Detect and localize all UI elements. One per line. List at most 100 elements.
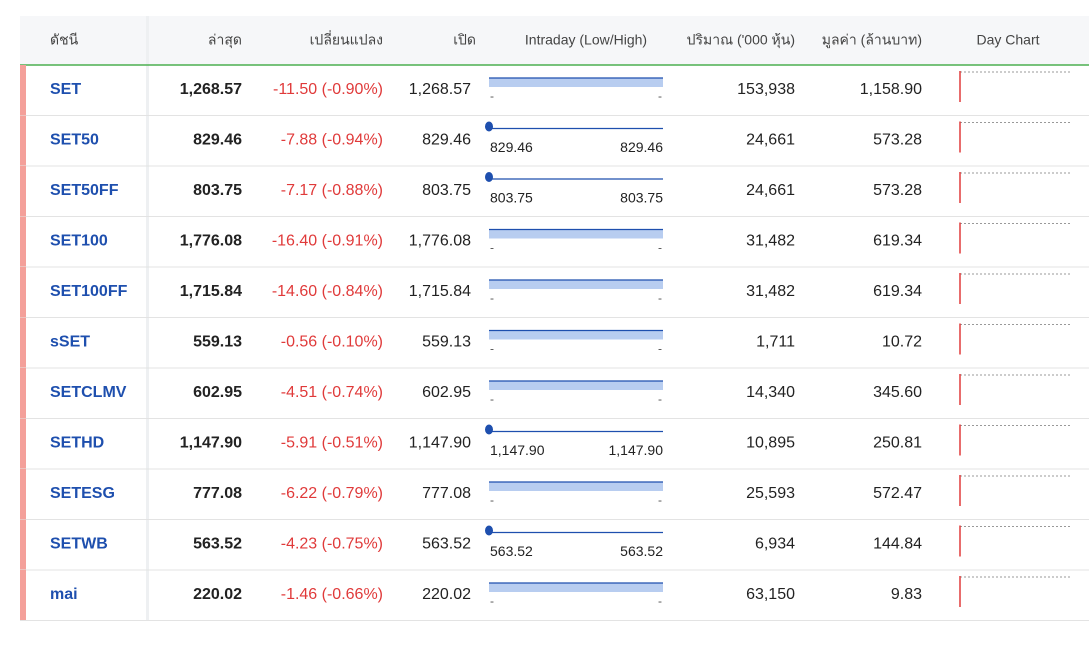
last-price: 220.02: [193, 586, 242, 603]
intraday-high: 563.52: [620, 543, 663, 559]
intraday-low: 803.75: [490, 190, 533, 206]
change: -11.50 (-0.90%): [273, 81, 383, 98]
index-name: SET50: [50, 132, 99, 149]
change: -7.88 (-0.94%): [281, 132, 383, 149]
value: 144.84: [873, 536, 922, 553]
intraday-bar: [489, 482, 663, 491]
intraday-low: -: [490, 291, 494, 305]
change: -5.91 (-0.51%): [281, 435, 383, 452]
last-price: 559.13: [193, 334, 242, 351]
value: 573.28: [873, 132, 922, 149]
row-marker: [20, 216, 26, 267]
row-marker: [20, 166, 26, 217]
value: 9.83: [891, 586, 922, 603]
change: -1.46 (-0.66%): [281, 586, 383, 603]
open-price: 1,776.08: [409, 233, 471, 250]
intraday-low: -: [490, 89, 494, 103]
volume: 31,482: [746, 233, 795, 250]
column-header: Intraday (Low/High): [525, 32, 647, 48]
last-price: 602.95: [193, 384, 242, 401]
volume: 1,711: [756, 334, 795, 351]
column-header: ปริมาณ ('000 หุ้น): [687, 32, 795, 49]
row-marker: [20, 65, 26, 116]
change: -0.56 (-0.10%): [281, 334, 383, 351]
open-price: 1,715.84: [409, 283, 471, 300]
open-price: 602.95: [422, 384, 471, 401]
value: 250.81: [873, 435, 922, 452]
change: -6.22 (-0.79%): [281, 485, 383, 502]
value: 572.47: [873, 485, 922, 502]
value: 345.60: [873, 384, 922, 401]
intraday-bar: [489, 330, 663, 340]
index-name: SETESG: [50, 485, 115, 502]
intraday-low: -: [490, 241, 494, 255]
volume: 24,661: [746, 132, 795, 149]
last-price: 777.08: [193, 485, 242, 502]
intraday-low: -: [490, 594, 494, 608]
intraday-high: -: [658, 89, 662, 103]
row-marker: [20, 267, 26, 318]
index-name: SET100: [50, 233, 108, 250]
volume: 153,938: [737, 81, 795, 98]
open-price: 803.75: [422, 182, 471, 199]
intraday-high: 829.46: [620, 139, 663, 155]
column-header: ล่าสุด: [208, 32, 242, 49]
column-header: เปลี่ยนแปลง: [310, 31, 383, 48]
last-price: 1,268.57: [180, 81, 242, 98]
change: -14.60 (-0.84%): [272, 283, 383, 300]
column-header: มูลค่า (ล้านบาท): [822, 32, 922, 49]
last-price: 1,715.84: [180, 283, 242, 300]
intraday-high: -: [658, 342, 662, 356]
intraday-bar: [489, 583, 663, 592]
row-marker: [20, 469, 26, 520]
last-price: 803.75: [193, 182, 242, 199]
index-name: mai: [50, 586, 78, 603]
intraday-high: -: [658, 594, 662, 608]
intraday-low: -: [490, 392, 494, 406]
value: 10.72: [882, 334, 922, 351]
volume: 63,150: [746, 586, 795, 603]
open-price: 220.02: [422, 586, 471, 603]
value: 619.34: [873, 283, 922, 300]
value: 1,158.90: [860, 81, 922, 98]
intraday-high: -: [658, 493, 662, 507]
open-price: 829.46: [422, 132, 471, 149]
volume: 14,340: [746, 384, 795, 401]
intraday-bar: [489, 229, 663, 239]
open-price: 559.13: [422, 334, 471, 351]
intraday-low: 563.52: [490, 543, 533, 559]
index-name: SETWB: [50, 536, 108, 553]
column-header: Day Chart: [976, 32, 1039, 48]
intraday-low: -: [490, 493, 494, 507]
change: -4.51 (-0.74%): [281, 384, 383, 401]
volume: 24,661: [746, 182, 795, 199]
row-marker: [20, 115, 26, 166]
intraday-high: -: [658, 241, 662, 255]
index-name: SET: [50, 81, 81, 98]
intraday-bar: [489, 280, 663, 289]
row-marker: [20, 317, 26, 368]
index-name: SET100FF: [50, 283, 128, 300]
intraday-high: -: [658, 392, 662, 406]
row-marker: [20, 570, 26, 621]
intraday-high: 803.75: [620, 190, 663, 206]
index-name: SET50FF: [50, 182, 119, 199]
intraday-dot: [485, 424, 493, 435]
intraday-dot: [485, 525, 493, 536]
volume: 10,895: [746, 435, 795, 452]
last-price: 563.52: [193, 536, 242, 553]
index-name: sSET: [50, 334, 90, 351]
open-price: 777.08: [422, 485, 471, 502]
intraday-bar: [489, 78, 663, 87]
last-price: 829.46: [193, 132, 242, 149]
column-header: เปิด: [453, 32, 476, 48]
volume: 31,482: [746, 283, 795, 300]
row-marker: [20, 519, 26, 570]
last-price: 1,776.08: [180, 233, 242, 250]
intraday-high: -: [658, 291, 662, 305]
last-price: 1,147.90: [180, 435, 242, 452]
header-bg: [20, 16, 1089, 65]
intraday-low: 1,147.90: [490, 442, 545, 458]
change: -4.23 (-0.75%): [281, 536, 383, 553]
